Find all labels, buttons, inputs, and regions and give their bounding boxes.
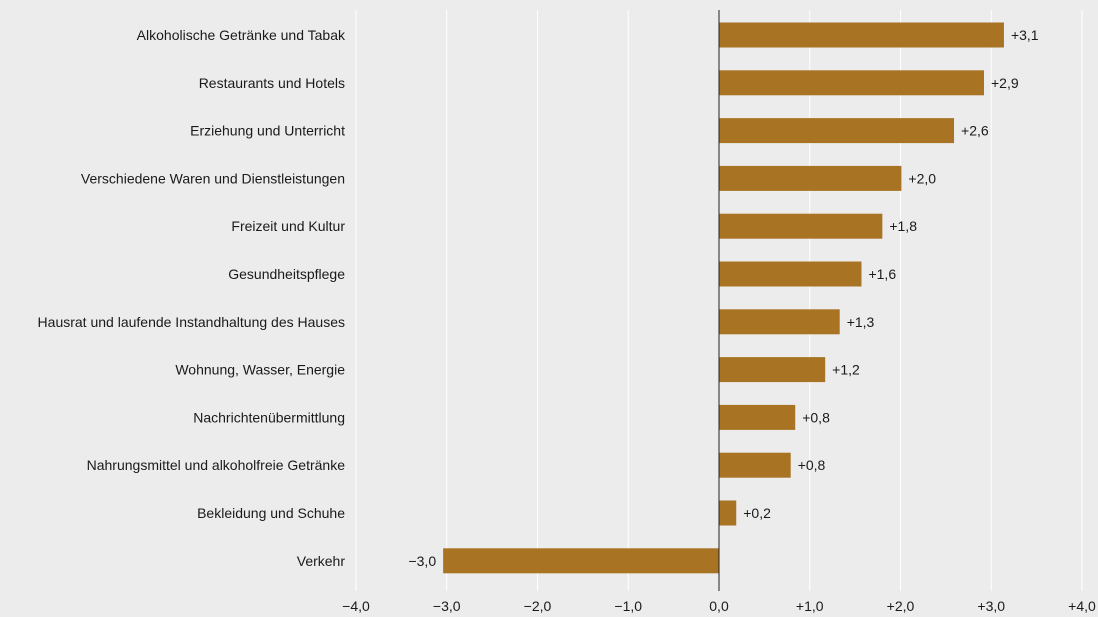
category-label: Verkehr — [297, 553, 346, 569]
value-label: +2,9 — [991, 75, 1019, 91]
bar — [719, 357, 826, 383]
x-tick-label: +4,0 — [1068, 598, 1096, 614]
category-label: Nahrungsmittel und alkoholfreie Getränke — [87, 457, 346, 473]
bar — [719, 22, 1004, 48]
x-tick-label: +3,0 — [977, 598, 1005, 614]
x-tick-label: 0,0 — [709, 598, 729, 614]
labels: −4,0 −3,0 −2,0 −1,0 0,0 +1,0 +2,0 +3,0 +4,0 Alkoh… — [38, 10, 1096, 614]
category-label: Wohnung, Wasser, Energie — [175, 362, 345, 378]
value-label: −3,0 — [408, 553, 436, 569]
bar — [719, 70, 984, 96]
x-tick-label: −4,0 — [342, 598, 370, 614]
bar — [719, 118, 955, 144]
value-label: +0,8 — [798, 457, 826, 473]
x-tick-label: −2,0 — [524, 598, 552, 614]
category-label: Hausrat und laufende Instandhaltung des … — [38, 314, 345, 330]
category-label: Gesundheitspflege — [228, 266, 345, 282]
bar — [719, 309, 840, 335]
category-label: Verschiedene Waren und Dienstleistungen — [81, 170, 345, 186]
bar — [719, 452, 791, 478]
bar — [719, 404, 796, 430]
bar — [719, 213, 883, 239]
value-label: +0,2 — [743, 505, 771, 521]
value-label: +1,3 — [847, 314, 875, 330]
grid — [355, 10, 1083, 591]
value-label: +3,1 — [1011, 27, 1039, 43]
category-label: Nachrichtenübermittlung — [193, 409, 345, 425]
x-tick-label: −1,0 — [614, 598, 642, 614]
category-label: Bekleidung und Schuhe — [197, 505, 345, 521]
bar — [719, 165, 902, 191]
bars — [443, 22, 1004, 574]
value-label: +0,8 — [802, 409, 830, 425]
value-label: +2,6 — [961, 123, 989, 139]
category-label: Alkoholische Getränke und Tabak — [137, 27, 346, 43]
value-label: +1,6 — [868, 266, 896, 282]
bar — [719, 261, 862, 287]
x-tick-label: +2,0 — [887, 598, 915, 614]
bar — [443, 548, 719, 574]
x-tick-label: +1,0 — [796, 598, 824, 614]
value-label: +1,8 — [889, 218, 917, 234]
value-label: +1,2 — [832, 362, 860, 378]
bar — [719, 500, 737, 526]
category-label: Restaurants und Hotels — [199, 75, 345, 91]
category-label: Erziehung und Unterricht — [190, 123, 345, 139]
category-label: Freizeit und Kultur — [231, 218, 345, 234]
x-tick-label: −3,0 — [433, 598, 461, 614]
value-label: +2,0 — [908, 170, 936, 186]
